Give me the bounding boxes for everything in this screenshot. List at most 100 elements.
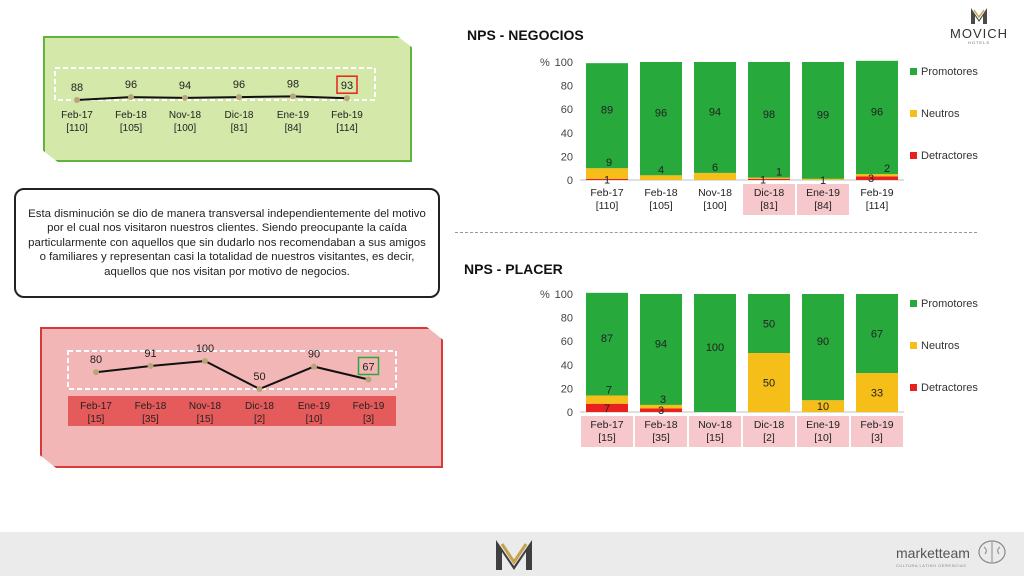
bar-neutros — [856, 174, 898, 177]
x-tick-label: Feb-18 — [644, 187, 677, 199]
bar-neutros — [586, 168, 628, 179]
trend-point — [344, 95, 350, 102]
legend-label: Promotores — [921, 298, 978, 310]
bar-neutros — [748, 353, 790, 412]
bar-promotores — [586, 63, 628, 169]
x-tick-label: Dic-18 — [754, 187, 785, 199]
bar-label-neutros: 7 — [606, 384, 612, 396]
legend-swatch — [910, 300, 917, 307]
movich-logo-mark — [971, 8, 987, 24]
y-tick-label: 80 — [561, 81, 573, 93]
bar-promotores — [586, 292, 628, 396]
x-tick-label: Feb-19 — [860, 419, 893, 431]
bar-neutros — [640, 404, 682, 409]
category-highlight — [635, 416, 687, 447]
bar-promotores — [856, 60, 898, 175]
trend-category-label: Feb-17 — [80, 401, 112, 412]
x-n-label: [105] — [649, 200, 672, 212]
bar-neutros — [802, 400, 844, 412]
title-nps-negocios: NPS - NEGOCIOS — [467, 27, 584, 43]
latest-value-highlight — [357, 356, 380, 376]
trend-category-label: Dic-18 — [245, 401, 274, 412]
bar-label-neutros: 33 — [871, 388, 883, 400]
bar-promotores — [748, 62, 790, 178]
category-highlight — [581, 416, 633, 447]
bar-chart-placer: 020406080100%Feb-17[15]Feb-18[35]Nov-18[… — [540, 289, 978, 447]
bar-detractores — [856, 176, 898, 180]
trend-frame — [54, 67, 376, 101]
x-n-label: [100] — [703, 200, 726, 212]
trend-n-label: [84] — [285, 123, 302, 134]
footer-brand: marketteam — [896, 545, 970, 561]
trend-n-label: [15] — [88, 414, 105, 425]
trend-chart-placer: 80 Feb-17 [15] 91 Feb-18 [35] 100 Nov-18 [15] 50 D… — [67, 343, 397, 426]
bar-label-promotores: 100 — [706, 342, 724, 354]
bar-promotores — [694, 294, 736, 412]
bar-detractores — [586, 178, 628, 180]
legend-label: Detractores — [921, 382, 978, 394]
trend-point — [147, 363, 154, 370]
x-n-label: [114] — [866, 200, 889, 212]
footer-bar — [0, 532, 1024, 576]
movich-footer-logo-icon — [496, 540, 532, 570]
bar-detractores — [640, 408, 682, 412]
x-tick-label: Dic-18 — [754, 419, 785, 431]
trend-point — [202, 358, 208, 364]
trend-chart-negocios: 88 Feb-17 [110] 96 Feb-18 [105] 94 Nov-18 [100] 9… — [54, 67, 376, 134]
trend-value-label: 96 — [125, 79, 137, 91]
trend-point — [74, 97, 80, 103]
y-tick-label: 20 — [561, 383, 573, 395]
trend-line — [95, 359, 369, 391]
bar-label-neutros: 4 — [658, 164, 664, 176]
trend-line — [76, 95, 348, 101]
bar-label-promotores: 94 — [655, 338, 667, 350]
trend-category-label: Feb-18 — [115, 110, 147, 121]
bar-label-detractores: 7 — [604, 403, 610, 415]
x-tick-label: Ene-19 — [806, 419, 840, 431]
trend-n-label: [35] — [142, 414, 159, 425]
y-tick-label: 0 — [567, 407, 573, 419]
x-n-label: [84] — [814, 200, 832, 212]
bar-label-promotores: 98 — [763, 109, 775, 121]
bar-label-neutros: 3 — [660, 394, 666, 406]
bar-promotores — [748, 294, 790, 353]
bar-promotores — [856, 294, 898, 374]
bar-label-detractores: 1 — [604, 174, 610, 186]
bar-label-promotores: 94 — [709, 106, 721, 118]
x-n-label: [10] — [814, 432, 832, 444]
x-n-label: [15] — [706, 432, 724, 444]
x-tick-label: Feb-17 — [590, 419, 623, 431]
category-strip — [68, 396, 396, 426]
legend-swatch — [910, 68, 917, 75]
legend-swatch — [910, 110, 917, 117]
trend-category-label: Nov-18 — [189, 401, 222, 412]
y-tick-label: 0 — [567, 175, 573, 187]
x-tick-label: Nov-18 — [698, 187, 732, 199]
trend-value-label: 67 — [362, 361, 374, 373]
bar-label-promotores: 96 — [655, 108, 667, 120]
legend-swatch — [910, 342, 917, 349]
trend-value-label: 90 — [308, 349, 320, 361]
category-highlight — [743, 416, 795, 447]
trend-value-label: 96 — [233, 79, 245, 91]
trend-n-label: [105] — [120, 123, 142, 134]
bar-label-neutros: 10 — [817, 401, 829, 413]
bar-label-detractores: 3 — [868, 173, 874, 185]
trend-n-label: [3] — [363, 414, 374, 425]
x-n-label: [35] — [652, 432, 670, 444]
brand-tagline: HOTELS — [967, 40, 990, 45]
bar-neutros — [856, 373, 898, 412]
bar-label-neutros: 9 — [606, 157, 612, 169]
trend-point — [311, 363, 317, 370]
trend-value-label: 100 — [196, 343, 214, 355]
bar-label-neutros: 50 — [763, 378, 775, 390]
commentary-text: Esta disminución se dio de manera transv… — [28, 207, 426, 278]
bar-neutros — [586, 395, 628, 404]
trend-n-label: [2] — [254, 414, 265, 425]
trend-n-label: [81] — [231, 123, 248, 134]
y-tick-label: 80 — [561, 313, 573, 325]
trend-category-label: Feb-18 — [135, 401, 167, 412]
bar-label-detractores: 1 — [760, 174, 766, 186]
legend-label: Neutros — [921, 340, 960, 352]
trend-point — [290, 93, 296, 100]
